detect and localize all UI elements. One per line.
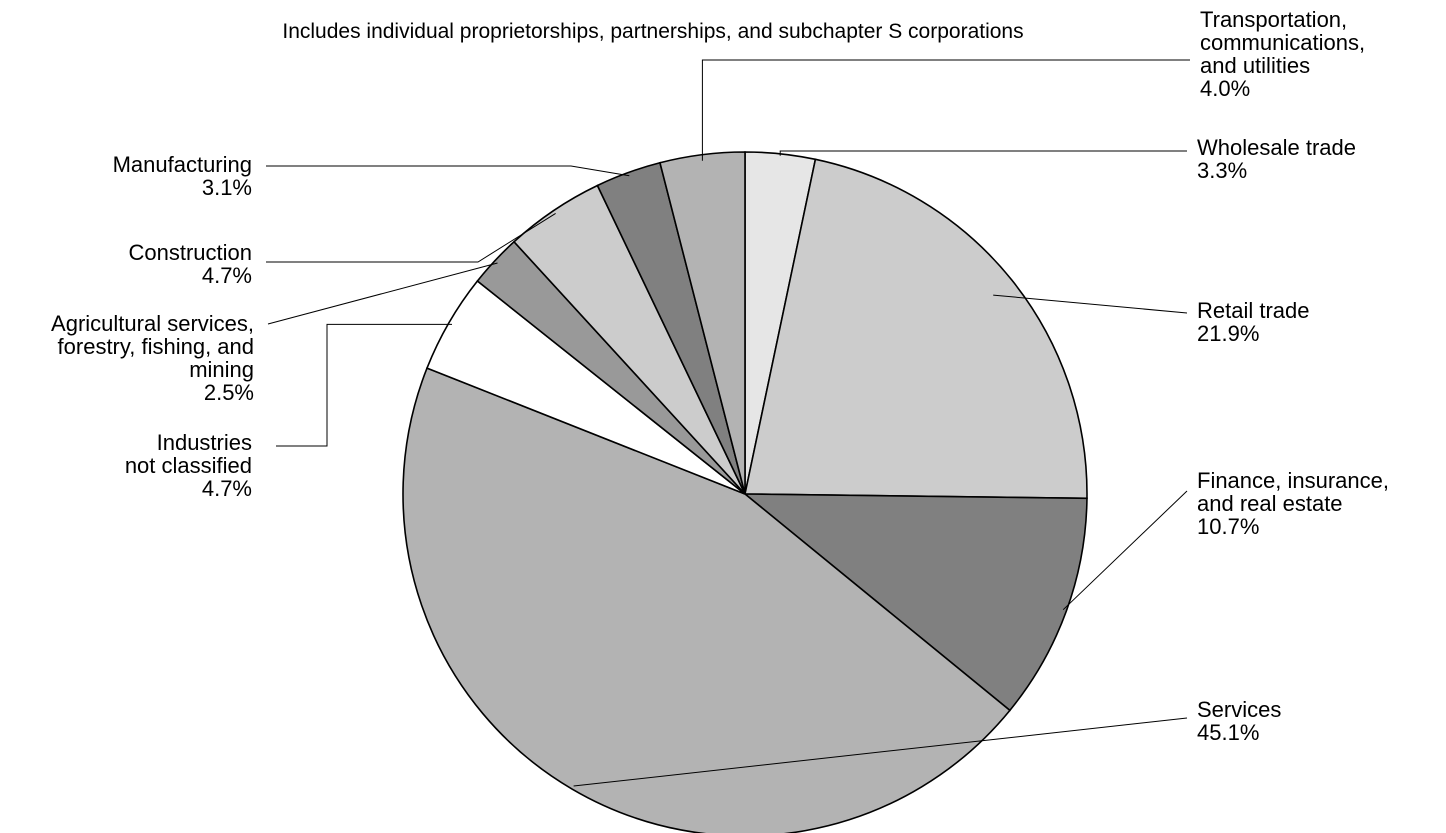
slice-label-2: Finance, insurance, and real estate 10.7% — [1197, 468, 1389, 539]
leader-line-2 — [1062, 490, 1188, 611]
slice-percent: 10.7% — [1197, 514, 1259, 539]
slice-label-0: Wholesale trade 3.3% — [1197, 135, 1356, 183]
pie-slices — [402, 151, 1088, 833]
slice-percent: 4.7% — [202, 476, 252, 501]
pie-slice-2 — [742, 493, 1088, 712]
slice-labels: Wholesale trade 3.3% Retail trade 21.9% Fina… — [51, 7, 1389, 787]
slice-label-5: Agricultural services, forestry, fishing,… — [51, 311, 254, 405]
chart-subtitle: Includes individual proprietorships, par… — [282, 20, 1023, 43]
leader-line-7 — [266, 165, 630, 177]
leader-line-1 — [993, 294, 1188, 314]
slice-label-line: Construction — [128, 240, 252, 265]
slice-label-line: Manufacturing — [113, 152, 252, 177]
leader-line-5 — [267, 262, 498, 325]
pie-slice-3 — [402, 367, 1012, 833]
slice-label-8: Transportation, communications, and utilit… — [1200, 7, 1365, 101]
slice-percent: 21.9% — [1197, 321, 1259, 346]
slice-label-line: and real estate — [1197, 491, 1343, 516]
slice-label-6: Construction 4.7% — [128, 240, 252, 288]
slice-label-line: Finance, insurance, — [1197, 468, 1389, 493]
slice-label-line: mining — [189, 357, 254, 382]
slice-percent: 45.1% — [1197, 720, 1259, 745]
leader-line-6 — [266, 212, 556, 263]
slice-label-line: Transportation, — [1200, 7, 1347, 32]
leader-line-3 — [573, 717, 1188, 787]
slice-percent: 4.7% — [202, 263, 252, 288]
slice-label-line: Agricultural services, — [51, 311, 254, 336]
slice-label-4: Industries not classified 4.7% — [125, 430, 252, 501]
slice-label-line: Industries — [157, 430, 252, 455]
slice-label-1: Retail trade 21.9% — [1197, 298, 1310, 346]
slice-label-7: Manufacturing 3.1% — [113, 152, 252, 200]
slice-label-line: Wholesale trade — [1197, 135, 1356, 160]
leader-line-4 — [276, 323, 452, 447]
slice-label-3: Services 45.1% — [1197, 697, 1281, 745]
leader-line-0 — [779, 150, 1187, 156]
leader-line-8 — [701, 59, 1190, 161]
slice-percent: 4.0% — [1200, 76, 1250, 101]
slice-label-line: and utilities — [1200, 53, 1310, 78]
slice-label-line: communications, — [1200, 30, 1365, 55]
pie-slice-1 — [744, 158, 1088, 500]
slice-label-line: Retail trade — [1197, 298, 1310, 323]
slice-label-line: not classified — [125, 453, 252, 478]
slice-percent: 2.5% — [204, 380, 254, 405]
slice-percent: 3.1% — [202, 175, 252, 200]
slice-label-line: forestry, fishing, and — [58, 334, 254, 359]
slice-label-line: Services — [1197, 697, 1281, 722]
slice-percent: 3.3% — [1197, 158, 1247, 183]
